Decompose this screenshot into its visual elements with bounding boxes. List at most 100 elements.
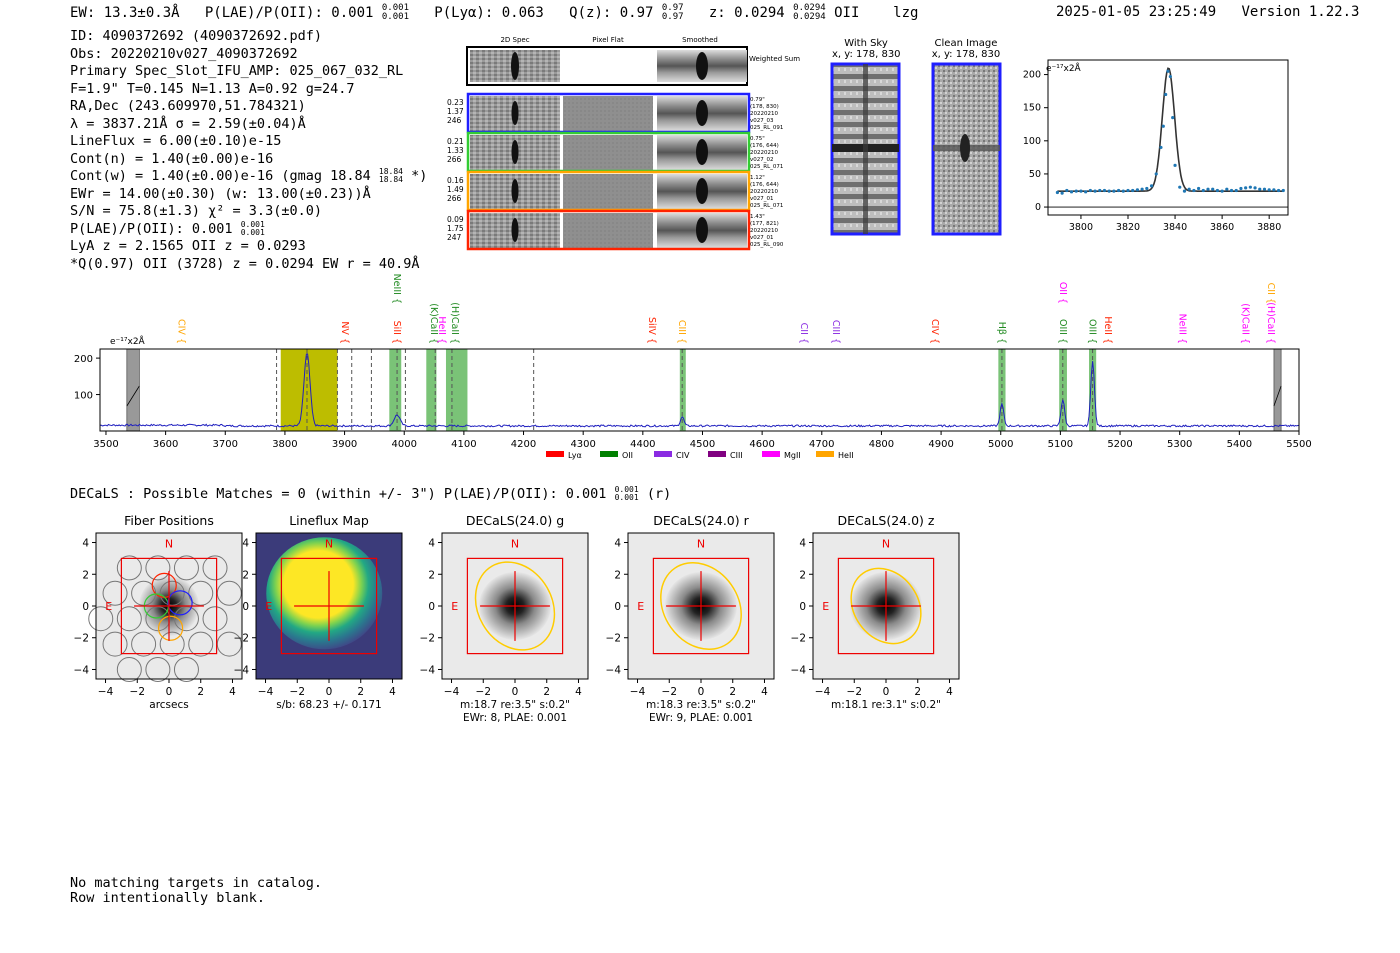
weighted-emission-blob bbox=[511, 52, 519, 80]
fit-data-point bbox=[1166, 69, 1170, 73]
catalog-line-2: Row intentionally blank. bbox=[70, 890, 266, 906]
compass-e: E bbox=[637, 600, 644, 613]
cutout-row-meta: 20220210 bbox=[750, 111, 778, 117]
fit-data-point bbox=[1074, 189, 1078, 193]
cutout-row-meta: 1.43" bbox=[750, 214, 765, 220]
spec-line-label: Hβ { bbox=[996, 322, 1007, 344]
decals-y-tick-label: −4 bbox=[791, 664, 807, 676]
spec-line-label: (K)CaII { bbox=[1239, 303, 1250, 344]
fit-data-point bbox=[1126, 188, 1130, 193]
cutout-emission-blob bbox=[511, 101, 519, 125]
spec-legend-swatch bbox=[816, 451, 834, 457]
fiber-circle bbox=[116, 656, 142, 682]
cutout-row-meta: 025_RL_090 bbox=[750, 242, 784, 248]
decals-y-tick-label: 4 bbox=[428, 538, 435, 550]
spec-x-tick-label: 4600 bbox=[749, 439, 774, 450]
cutout-emission-blob bbox=[511, 218, 519, 242]
decals-y-tick-label: 0 bbox=[614, 601, 621, 613]
decals-y-tick-label: 2 bbox=[428, 569, 435, 581]
header-z-sub: 0.0294 bbox=[793, 12, 826, 22]
decals-y-tick-label: 0 bbox=[82, 601, 89, 613]
cutout-row-stat: 246 bbox=[447, 116, 462, 125]
decals-y-tick-label: −4 bbox=[420, 664, 436, 676]
compass-n: N bbox=[882, 537, 890, 550]
info-contw: Cont(w) = 1.40(±0.00)e-16 (gmag 18.84 bbox=[70, 168, 371, 184]
fit-data-point bbox=[1173, 163, 1177, 167]
spec-x-tick-label: 5500 bbox=[1286, 439, 1311, 450]
spec-x-tick-label: 4200 bbox=[511, 439, 536, 450]
spec-line-label: HeII { bbox=[436, 316, 447, 344]
fit-y-tick-label: 150 bbox=[1023, 103, 1041, 114]
spec-x-tick-label: 4700 bbox=[809, 439, 834, 450]
fiber-highlight-circle bbox=[157, 615, 184, 641]
decals-y-tick-label: 4 bbox=[242, 538, 249, 550]
decals-x-tick-label: −2 bbox=[130, 686, 145, 698]
fit-data-point bbox=[1140, 187, 1144, 191]
compass-e: E bbox=[265, 600, 272, 613]
decals-x-tick-label: 0 bbox=[166, 686, 173, 698]
spec-legend-swatch bbox=[654, 451, 672, 457]
decals-caption-1: m:18.1 re:3.1" s:0.2" bbox=[831, 699, 941, 711]
decals-panel-title: Fiber Positions bbox=[124, 513, 214, 528]
cutout-row-stat: 0.21 bbox=[447, 137, 464, 146]
spec-line-label: OIII { bbox=[1087, 319, 1098, 344]
with-sky-title: With Sky bbox=[844, 38, 888, 49]
decals-y-tick-label: −2 bbox=[606, 633, 621, 645]
info-primary: Primary Spec_Slot_IFU_AMP: 025_067_032_R… bbox=[70, 63, 404, 79]
spec-x-tick-label: 3600 bbox=[153, 439, 178, 450]
fit-data-point bbox=[1248, 185, 1252, 189]
compass-n: N bbox=[165, 537, 173, 550]
sky-clean-images bbox=[830, 62, 1002, 236]
spec-legend-label: CIII bbox=[730, 451, 743, 460]
fit-data-point bbox=[1262, 187, 1267, 191]
fit-data-point bbox=[1244, 186, 1248, 190]
spec-x-tick-label: 4300 bbox=[570, 439, 595, 450]
fit-data-point bbox=[1253, 186, 1257, 190]
fit-data-point bbox=[1159, 145, 1163, 150]
fit-data-point bbox=[1121, 189, 1125, 193]
cutout-row-stat: 1.37 bbox=[447, 107, 464, 116]
fit-data-point bbox=[1272, 188, 1276, 192]
cutout-row-meta: v027_01 bbox=[750, 196, 774, 202]
header-z: z: 0.0294 bbox=[708, 5, 785, 21]
clean-image-title: Clean Image bbox=[934, 38, 998, 49]
info-id: ID: 4090372692 (4090372692.pdf) bbox=[70, 28, 322, 44]
info-lineflux: LineFlux = 6.00(±0.10)e-15 bbox=[70, 133, 282, 149]
decals-panel-title: DECaLS(24.0) z bbox=[838, 513, 935, 528]
decals-caption-1: arcsecs bbox=[149, 699, 188, 711]
full-spectrum-chart: e⁻¹⁷x2Å 3500 3600 3700 3800 3900 4000 4100 4200… bbox=[74, 274, 1312, 460]
compass-n: N bbox=[325, 537, 333, 550]
header-version: Version 1.22.3 bbox=[1241, 4, 1360, 20]
spec-line-label: NV { bbox=[339, 321, 350, 344]
spec-x-tick-label: 5200 bbox=[1107, 439, 1132, 450]
fit-data-point bbox=[1065, 188, 1069, 193]
with-sky-column bbox=[863, 64, 868, 234]
info-lya: LyA z = 2.1565 OII z = 0.0293 bbox=[70, 238, 306, 254]
fiber-circle bbox=[88, 606, 114, 632]
decals-panel-title: DECaLS(24.0) g bbox=[466, 513, 564, 528]
decals-heading-sup: 0.001 bbox=[614, 485, 639, 494]
spec-gray-band bbox=[126, 348, 140, 432]
spec-x-tick-label: 4000 bbox=[391, 439, 416, 450]
decals-y-tick-label: −4 bbox=[234, 664, 250, 676]
cutout-row-meta: 025_RL_091 bbox=[750, 125, 783, 131]
decals-y-tick-label: 4 bbox=[614, 538, 621, 550]
decals-heading-row: DECaLS : Possible Matches = 0 (within +/… bbox=[70, 485, 672, 503]
fit-y-tick-label: 100 bbox=[1023, 136, 1041, 147]
spec-x-tick-label: 3700 bbox=[213, 439, 238, 450]
decals-heading-end: (r) bbox=[646, 486, 672, 502]
fiber-circle bbox=[202, 555, 228, 581]
fiber-circle bbox=[145, 606, 171, 632]
fiber-circle bbox=[173, 555, 199, 581]
fit-y-tick-label: 50 bbox=[1029, 169, 1041, 180]
weighted-label: Weighted Sum bbox=[749, 55, 800, 63]
decals-heading-sub: 0.001 bbox=[614, 493, 639, 502]
decals-y-tick-label: 2 bbox=[614, 569, 621, 581]
cutout-row-stat: 1.49 bbox=[447, 185, 464, 194]
cutout-row-stat: 266 bbox=[447, 155, 462, 164]
decals-x-tick-label: −2 bbox=[847, 686, 862, 698]
decals-y-tick-label: −4 bbox=[606, 664, 622, 676]
cutout-row-meta: v027_01 bbox=[750, 235, 774, 241]
fit-data-point bbox=[1154, 172, 1158, 176]
